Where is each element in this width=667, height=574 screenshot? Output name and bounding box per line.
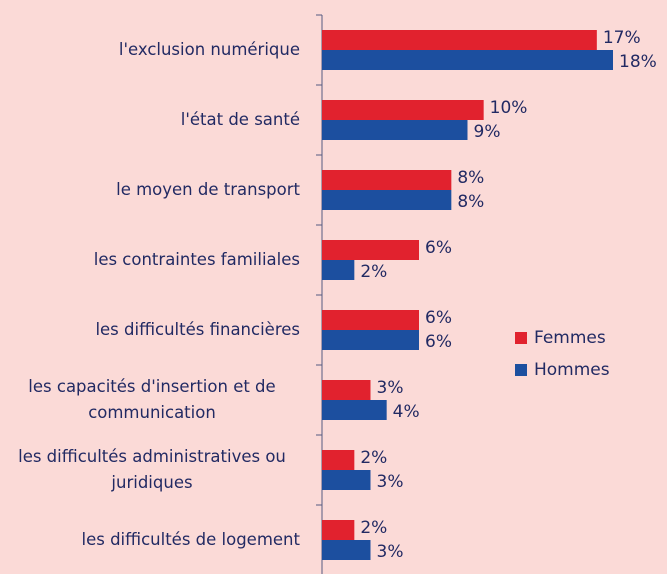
category-label: les difficultés de logement xyxy=(0,527,301,553)
bar xyxy=(322,100,484,120)
bar xyxy=(322,310,419,330)
value-label: 6% xyxy=(425,238,452,258)
bar xyxy=(322,170,452,190)
value-label: 3% xyxy=(377,542,404,562)
bar xyxy=(322,450,355,470)
legend-swatch xyxy=(515,332,527,344)
bar xyxy=(322,540,371,560)
value-label: 2% xyxy=(360,518,387,538)
value-label: 6% xyxy=(425,308,452,328)
bar xyxy=(322,470,371,490)
value-label: 9% xyxy=(474,122,501,142)
value-label: 3% xyxy=(377,378,404,398)
category-text: les capacités d'insertion et de communic… xyxy=(28,377,276,422)
bar xyxy=(322,120,468,140)
bar xyxy=(322,260,355,280)
category-text: les difficultés de logement xyxy=(81,530,301,549)
bar xyxy=(322,520,355,540)
bar xyxy=(322,50,613,70)
bar xyxy=(322,190,452,210)
category-text: les contraintes familiales xyxy=(93,250,300,269)
category-label: les contraintes familiales xyxy=(0,247,300,273)
legend-label: Hommes xyxy=(534,360,610,380)
category-label: les difficultés administratives ou jurid… xyxy=(0,444,300,496)
category-label: le moyen de transport xyxy=(0,177,300,203)
category-text: les difficultés administratives ou jurid… xyxy=(18,447,286,492)
category-text: l'exclusion numérique xyxy=(118,40,300,59)
category-label: les capacités d'insertion et de communic… xyxy=(0,374,300,426)
bar xyxy=(322,240,419,260)
category-label: l'exclusion numérique xyxy=(0,37,300,63)
bar xyxy=(322,30,597,50)
value-label: 8% xyxy=(457,168,484,188)
bar xyxy=(322,380,371,400)
bar xyxy=(322,400,387,420)
value-label: 10% xyxy=(490,98,528,118)
value-label: 6% xyxy=(425,332,452,352)
bar xyxy=(322,330,419,350)
value-label: 4% xyxy=(393,402,420,422)
value-label: 3% xyxy=(377,472,404,492)
value-label: 18% xyxy=(619,52,657,72)
legend-swatch xyxy=(515,364,527,376)
category-text: les difficultés financières xyxy=(95,320,300,339)
category-label: les difficultés financières xyxy=(0,317,300,343)
category-text: le moyen de transport xyxy=(116,180,300,199)
category-label: l'état de santé xyxy=(0,107,300,133)
value-label: 17% xyxy=(603,28,641,48)
value-label: 2% xyxy=(360,262,387,282)
value-label: 8% xyxy=(457,192,484,212)
value-label: 2% xyxy=(360,448,387,468)
category-text: l'état de santé xyxy=(180,110,300,129)
legend-label: Femmes xyxy=(534,328,606,348)
